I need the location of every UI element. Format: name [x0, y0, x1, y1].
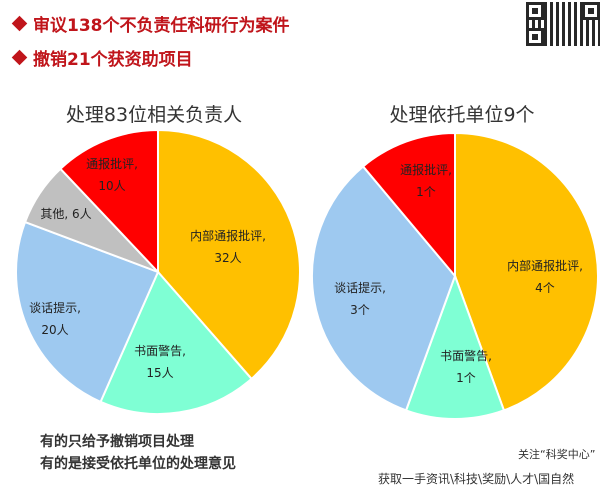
- pie-1-slice-1-value: 1个: [456, 371, 476, 385]
- pie-1-slice-3-value: 1个: [416, 185, 436, 199]
- header-bullet-1: 审议138个不负责任科研行为案件: [11, 11, 290, 36]
- pie-1-slice-0-label: 内部通报批评,: [507, 258, 583, 273]
- bullet-1-text: 审议138个不负责任科研行为案件: [33, 16, 290, 36]
- pie-0-slice-3-label: 其他, 6人: [40, 207, 91, 221]
- pie-1-slice-0-value: 4个: [535, 281, 555, 295]
- pie-0-slice-2: [15, 220, 160, 404]
- pie-0-slice-1: [99, 270, 253, 415]
- pie-0-slice-0: [157, 128, 301, 381]
- pie-1-slice-0: [454, 131, 599, 412]
- pie-1-slice-2-value: 3个: [350, 303, 370, 317]
- pie-0-slice-0-value: 32人: [214, 251, 241, 265]
- pie-1-slice-3: [361, 131, 457, 279]
- pie-1-slice-1-label: 书面警告,: [440, 348, 492, 363]
- pie-0-slice-4-label: 通报批评,: [86, 156, 138, 171]
- footer-text: 获取一手资讯\科技\奖励\人才\国自然: [378, 472, 575, 486]
- pie-0-slice-2-value: 20人: [41, 323, 68, 337]
- note-line-1: 有的只给予撤销项目处理: [40, 434, 194, 450]
- pie-1-slice-2: [311, 165, 457, 412]
- left-chart-title: 处理83位相关负责人: [65, 104, 243, 126]
- pie-0-slice-2-label: 谈话提示,: [29, 300, 81, 315]
- pie-0-slice-1-label: 书面警告,: [134, 343, 186, 358]
- right-chart-title: 处理依托单位9个: [389, 104, 535, 126]
- pie-0-slice-1-value: 15人: [146, 366, 173, 380]
- pie-1-slice-1: [404, 273, 506, 420]
- bullet-2-text: 撤销21个获资助项目: [33, 50, 193, 70]
- pie-1-slice-3-label: 通报批评,: [400, 162, 452, 177]
- qr-code-icon: [526, 2, 600, 46]
- pie-1-slice-2-label: 谈话提示,: [334, 280, 386, 295]
- pie-0-slice-4: [59, 128, 160, 275]
- pie-0-slice-4-value: 10人: [98, 179, 125, 193]
- follow-text: 关注“科奖中心”: [518, 448, 596, 461]
- header-bullet-2: 撤销21个获资助项目: [11, 45, 193, 70]
- note-line-2: 有的是接受依托单位的处理意见: [40, 456, 236, 472]
- pie-0-slice-0-label: 内部通报批评,: [190, 228, 266, 243]
